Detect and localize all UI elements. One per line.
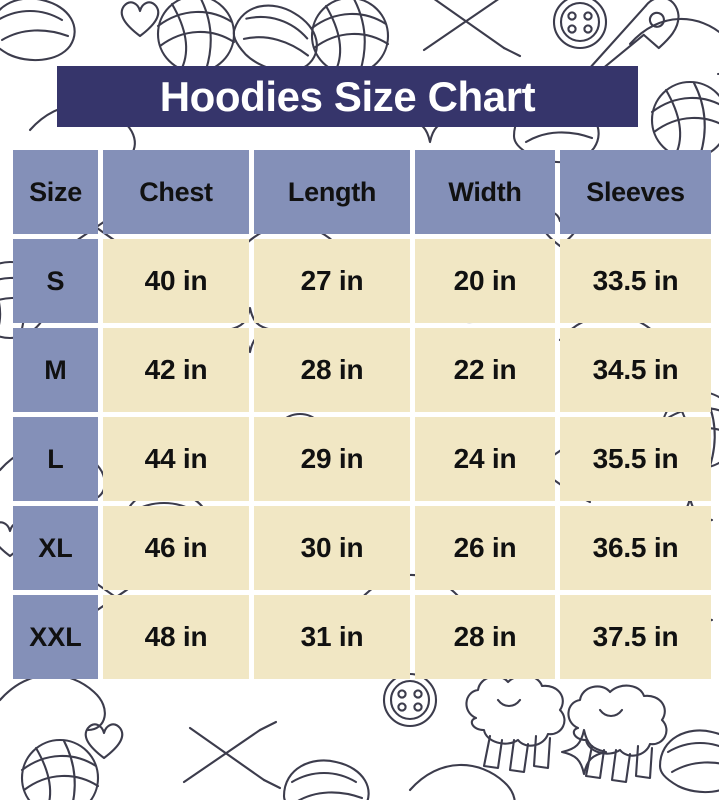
cell-sleeves: 37.5 in [560, 595, 711, 679]
cell-chest: 46 in [103, 506, 249, 590]
table-row: S 40 in 27 in 20 in 33.5 in [13, 239, 711, 323]
table-row: XXL 48 in 31 in 28 in 37.5 in [13, 595, 711, 679]
cell-width: 22 in [415, 328, 555, 412]
cell-length: 30 in [254, 506, 410, 590]
cell-sleeves: 36.5 in [560, 506, 711, 590]
cell-size: XL [13, 506, 98, 590]
cell-sleeves: 35.5 in [560, 417, 711, 501]
cell-size: M [13, 328, 98, 412]
cell-sleeves: 33.5 in [560, 239, 711, 323]
page-title-banner: Hoodies Size Chart [57, 66, 638, 127]
page-title: Hoodies Size Chart [159, 72, 536, 120]
cell-chest: 42 in [103, 328, 249, 412]
cell-chest: 44 in [103, 417, 249, 501]
column-header-chest: Chest [103, 150, 249, 234]
cell-size: L [13, 417, 98, 501]
cell-width: 20 in [415, 239, 555, 323]
table-header-row: Size Chest Length Width Sleeves [13, 150, 711, 234]
cell-length: 27 in [254, 239, 410, 323]
column-header-width: Width [415, 150, 555, 234]
size-chart-table: Size Chest Length Width Sleeves S 40 in … [8, 145, 716, 684]
cell-chest: 40 in [103, 239, 249, 323]
cell-sleeves: 34.5 in [560, 328, 711, 412]
table-row: L 44 in 29 in 24 in 35.5 in [13, 417, 711, 501]
cell-width: 24 in [415, 417, 555, 501]
cell-length: 29 in [254, 417, 410, 501]
table-row: M 42 in 28 in 22 in 34.5 in [13, 328, 711, 412]
column-header-length: Length [254, 150, 410, 234]
cell-length: 28 in [254, 328, 410, 412]
cell-size: S [13, 239, 98, 323]
cell-chest: 48 in [103, 595, 249, 679]
table-row: XL 46 in 30 in 26 in 36.5 in [13, 506, 711, 590]
cell-width: 28 in [415, 595, 555, 679]
column-header-sleeves: Sleeves [560, 150, 711, 234]
cell-size: XXL [13, 595, 98, 679]
cell-length: 31 in [254, 595, 410, 679]
cell-width: 26 in [415, 506, 555, 590]
column-header-size: Size [13, 150, 98, 234]
